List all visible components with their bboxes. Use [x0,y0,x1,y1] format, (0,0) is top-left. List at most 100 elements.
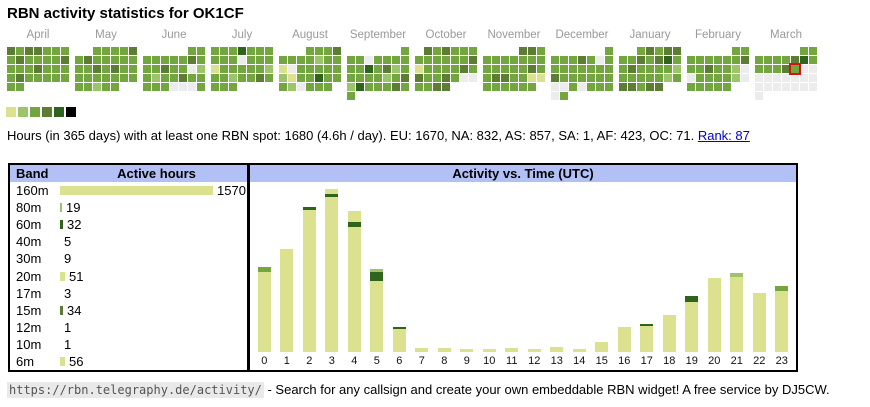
day-cell [560,83,568,91]
day-cell [469,47,477,55]
hour-label: 19 [685,355,698,367]
band-label: 10m [16,336,42,352]
day-cell [809,47,817,55]
day-cell [265,65,273,73]
day-cell [664,47,672,55]
day-cell [356,65,364,73]
hour-bar [415,348,429,352]
day-cell [170,83,178,91]
day-cell [7,74,15,82]
month-grid [619,47,681,91]
hour-label: 21 [730,355,743,367]
day-cell [791,74,799,82]
hour-label: 14 [573,355,586,367]
hour-bar [505,348,519,352]
day-cell [152,56,160,64]
day-cell [782,56,790,64]
bar-segment [280,249,294,352]
day-cell [143,56,151,64]
day-cell [451,56,459,64]
bar-segment [302,207,316,210]
day-cell [306,83,314,91]
day-cell [365,56,373,64]
bar-segment [752,293,766,352]
day-cell [111,83,119,91]
heatmap-month: February [687,29,749,100]
day-cell [188,83,196,91]
day-cell [655,56,663,64]
hours-value: 1 [64,319,72,335]
day-cell [324,74,332,82]
hours-bar [60,271,65,281]
day-cell [732,47,740,55]
bar-segment [550,347,564,352]
month-label: December [555,29,609,41]
day-cell [7,56,15,64]
day-cell [383,65,391,73]
day-cell [442,83,450,91]
day-cell [61,56,69,64]
band-table-header: Band Active hours [10,165,247,182]
band-row: 20m 51 [10,267,247,284]
rank-link[interactable]: Rank: 87 [697,128,750,143]
legend-swatch [30,107,40,117]
band-row: 17m 3 [10,285,247,302]
day-cell [809,74,817,82]
day-cell [619,83,627,91]
day-cell [111,56,119,64]
day-cell [297,65,305,73]
bar-slot [726,273,749,352]
hour-label: 11 [506,355,518,367]
bar-segment [527,349,541,352]
day-cell [288,83,296,91]
day-cell [61,65,69,73]
month-label: August [292,29,328,41]
day-cell [256,74,264,82]
bar-slot [298,207,321,352]
month-label: February [694,29,742,41]
hour-bar [527,349,541,352]
day-cell [197,83,205,91]
day-cell [129,74,137,82]
day-cell [102,83,110,91]
month-label: June [161,29,187,41]
day-cell [460,47,468,55]
hours-bar-wrap: 19 [60,200,80,215]
bar-slot [366,269,389,352]
day-cell [102,74,110,82]
bar-segment [302,210,316,352]
hour-bar [370,269,384,352]
day-cell [755,56,763,64]
hours-bar [60,203,62,213]
day-cell [306,47,314,55]
heatmap-month: December [551,29,613,100]
hour-label: 15 [595,355,608,367]
day-cell [773,74,781,82]
day-cell [129,65,137,73]
day-cell [333,65,341,73]
day-cell [628,74,636,82]
bar-slot [411,348,434,352]
day-cell [383,56,391,64]
day-cell [256,47,264,55]
day-cell [383,83,391,91]
day-cell [510,65,518,73]
day-cell [315,47,323,55]
day-cell [569,65,577,73]
day-cell [392,65,400,73]
day-cell [197,65,205,73]
hour-label: 9 [463,355,470,367]
day-cell [306,74,314,82]
month-grid [211,47,273,91]
hour-bar [685,296,699,352]
day-cell [578,65,586,73]
bar-segment [370,281,384,352]
bar-segment [505,348,519,352]
day-cell [324,47,332,55]
day-cell [143,74,151,82]
day-cell [211,56,219,64]
day-cell [211,65,219,73]
day-cell [741,56,749,64]
band-label: 30m [16,251,42,267]
day-cell [723,65,731,73]
